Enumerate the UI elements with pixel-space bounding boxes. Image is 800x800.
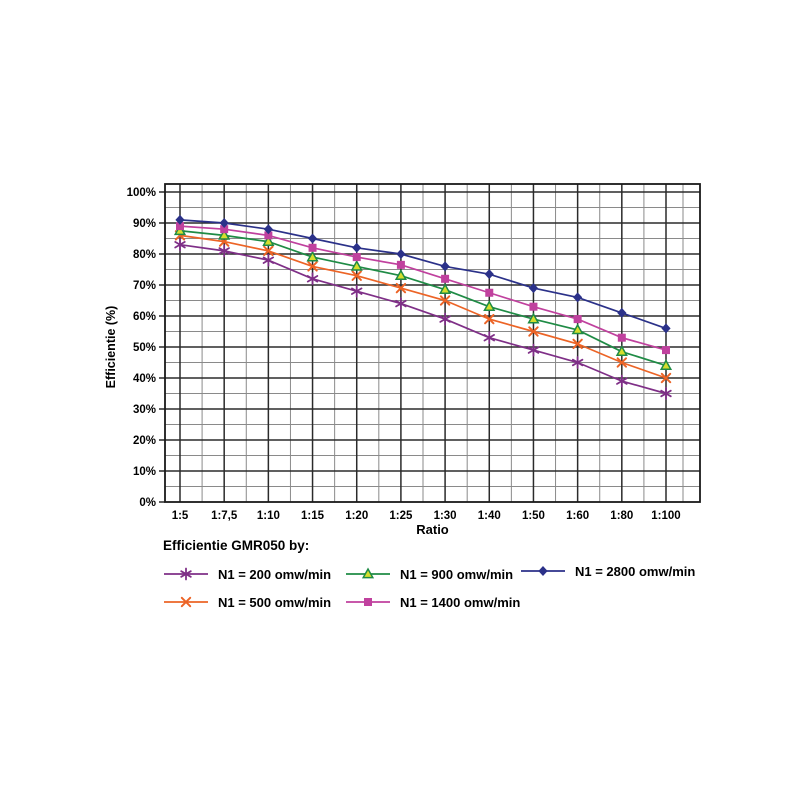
plot-border [164,183,701,503]
series-1200-line [174,238,672,400]
legend-label-n1-2800: N1 = 2800 omw/min [575,563,696,579]
legend-label-n1-200: N1 = 200 omw/min [218,566,332,582]
svg-text:1:30: 1:30 [434,510,457,522]
svg-text:20%: 20% [133,435,156,447]
svg-text:0%: 0% [139,497,156,509]
legend-label-n1-900: N1 = 900 omw/min [400,566,514,582]
series-11400-line [176,222,670,355]
svg-text:1:5: 1:5 [172,510,189,522]
x-axis-title: Ratio [416,522,449,537]
y-axis-ticks [159,191,165,503]
legend-item-n1-900: N1 = 900 omw/min [345,564,513,584]
y-tick-labels: 0% 10% 20% 30% 40% 50% 60% 70% 80% 90% 100% [127,187,156,509]
svg-text:1:7,5: 1:7,5 [211,510,238,522]
legend-marker-square-icon [345,594,391,610]
x-tick-labels: 1:5 1:7,5 1:10 1:15 1:20 1:25 1:30 1:40 1:50 1:60… [172,510,681,522]
series-12800-line [175,214,671,334]
svg-text:90%: 90% [133,218,156,230]
svg-text:1:100: 1:100 [651,510,680,522]
svg-text:1:25: 1:25 [389,510,413,522]
legend-marker-diamond-icon [520,563,566,579]
svg-text:60%: 60% [133,311,156,323]
svg-text:1:15: 1:15 [301,510,325,522]
gridlines-minor-vertical [201,184,684,502]
svg-text:40%: 40% [133,373,156,385]
svg-text:50%: 50% [133,342,156,354]
y-axis-title: Efficientie (%) [104,306,118,389]
legend-item-n1-200: N1 = 200 omw/min [163,564,331,584]
svg-text:1:60: 1:60 [566,510,589,522]
svg-text:100%: 100% [127,187,156,199]
series-1500-line [174,230,672,384]
svg-text:10%: 10% [133,466,156,478]
legend-label-n1-1400: N1 = 1400 omw/min [400,594,521,610]
svg-text:1:10: 1:10 [257,510,280,522]
gridlines-major-horizontal [165,191,700,472]
gridlines-major-vertical [179,184,667,502]
gridlines-minor-horizontal [165,207,700,487]
svg-text:1:40: 1:40 [478,510,501,522]
svg-text:30%: 30% [133,404,156,416]
legend-item-n1-1400: N1 = 1400 omw/min [345,592,520,612]
legend-label-n1-500: N1 = 500 omw/min [218,594,332,610]
legend-title: Efficientie GMR050 by: [163,538,310,553]
svg-text:1:20: 1:20 [345,510,368,522]
legend-marker-x-icon [163,594,209,610]
legend-marker-asterisk-icon [163,566,209,582]
legend-item-n1-500: N1 = 500 omw/min [163,592,331,612]
legend-marker-triangle-icon [345,566,391,582]
svg-text:1:80: 1:80 [610,510,633,522]
svg-text:70%: 70% [133,280,156,292]
efficiency-line-chart: 0% 10% 20% 30% 40% 50% 60% 70% 80% 90% 100% 1:5 1:7,… [104,183,701,537]
svg-text:80%: 80% [133,249,156,261]
svg-text:1:50: 1:50 [522,510,545,522]
legend-item-n1-2800: N1 = 2800 omw/min [520,561,695,581]
